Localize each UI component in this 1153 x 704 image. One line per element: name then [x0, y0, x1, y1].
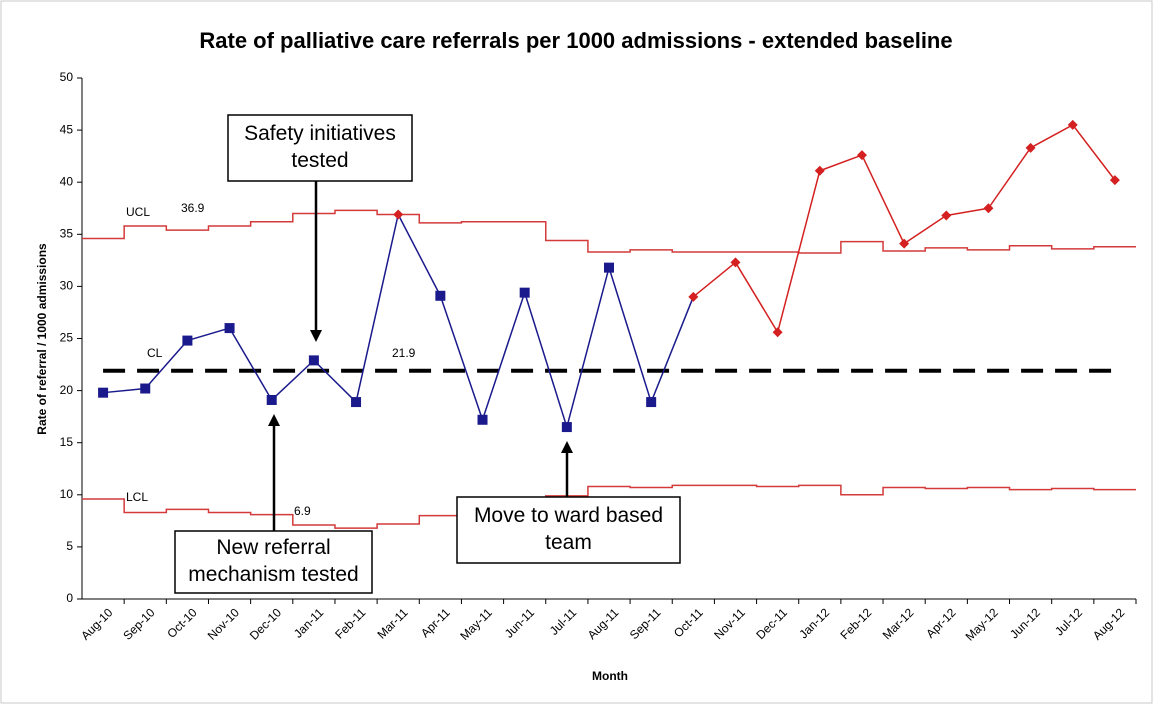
arrow-head [310, 330, 322, 342]
marker [561, 422, 572, 433]
signal-marker [941, 210, 952, 221]
signal-marker [899, 238, 910, 249]
line-segment [313, 359, 357, 403]
line-segment [566, 267, 610, 428]
arrow-head [268, 414, 280, 426]
line-segment [608, 267, 652, 403]
y-tick-label: 0 [66, 591, 73, 605]
line-segment [946, 207, 989, 217]
line-segment [903, 214, 947, 245]
marker [182, 335, 193, 346]
line-segment [439, 295, 484, 421]
line-segment [144, 340, 188, 390]
signal-marker [814, 165, 825, 176]
line-segment [481, 292, 526, 421]
annotation-text: tested [291, 149, 348, 172]
y-tick-label: 40 [60, 174, 74, 188]
lcl-label: LCL [126, 490, 148, 504]
lcl-line [82, 484, 1136, 529]
line-segment [776, 170, 821, 333]
marker [224, 323, 235, 334]
annotation-box [227, 114, 413, 182]
line-segment [103, 387, 146, 394]
marker [140, 383, 151, 394]
signal-marker [772, 327, 783, 338]
marker [604, 262, 614, 273]
y-tick-label: 50 [60, 70, 74, 84]
line-segment [819, 154, 863, 172]
line-segment [397, 214, 442, 297]
arrow-head [561, 441, 573, 453]
marker [98, 387, 109, 398]
line-segment [734, 262, 779, 333]
ucl-line [82, 209, 1136, 254]
lcl-value-label: 6.9 [294, 504, 311, 518]
marker [435, 290, 446, 301]
annotation-text: New referral [216, 536, 330, 559]
line-segment [1030, 124, 1074, 149]
marker [519, 287, 530, 298]
marker [308, 355, 319, 366]
signal-marker [1025, 142, 1036, 153]
marker [266, 394, 277, 405]
signal-marker [688, 291, 699, 302]
signal-marker [1109, 175, 1120, 186]
ucl-label: UCL [126, 205, 150, 219]
y-tick-label: 10 [60, 487, 74, 501]
line-segment [187, 327, 230, 342]
marker [646, 397, 657, 408]
signal-marker [730, 257, 741, 268]
line-segment [355, 214, 399, 403]
annotation-text: team [545, 531, 592, 554]
annotation-box [456, 496, 681, 564]
y-tick-label: 45 [60, 122, 74, 136]
y-tick-label: 15 [60, 435, 74, 449]
y-tick-label: 35 [60, 226, 74, 240]
line-segment [692, 261, 736, 298]
y-tick-label: 25 [60, 331, 74, 345]
ucl-value-label: 36.9 [181, 201, 205, 215]
annotation-text: Move to ward based [474, 504, 663, 527]
signal-marker [393, 209, 404, 220]
line-segment [1072, 124, 1116, 181]
chart-title: Rate of palliative care referrals per 10… [199, 28, 952, 53]
marker [351, 397, 362, 408]
y-tick-label: 20 [60, 383, 74, 397]
line-segment [861, 154, 905, 245]
y-tick-label: 30 [60, 279, 74, 293]
line-segment [271, 359, 315, 401]
marker [477, 414, 488, 425]
signal-marker [1067, 119, 1078, 130]
cl-value-label: 21.9 [392, 346, 416, 360]
signal-marker [856, 150, 867, 161]
line-segment [523, 292, 568, 428]
y-tick-label: 5 [66, 539, 73, 553]
annotation-text: mechanism tested [188, 563, 358, 586]
cl-label: CL [147, 346, 163, 360]
line-segment [650, 296, 695, 403]
annotation-text: Safety initiatives [244, 122, 396, 145]
line-segment [228, 327, 273, 401]
y-axis-label: Rate of referral / 1000 admissions [35, 243, 49, 435]
x-axis-label: Month [592, 669, 628, 683]
signal-marker [983, 203, 994, 214]
line-segment [987, 147, 1032, 209]
